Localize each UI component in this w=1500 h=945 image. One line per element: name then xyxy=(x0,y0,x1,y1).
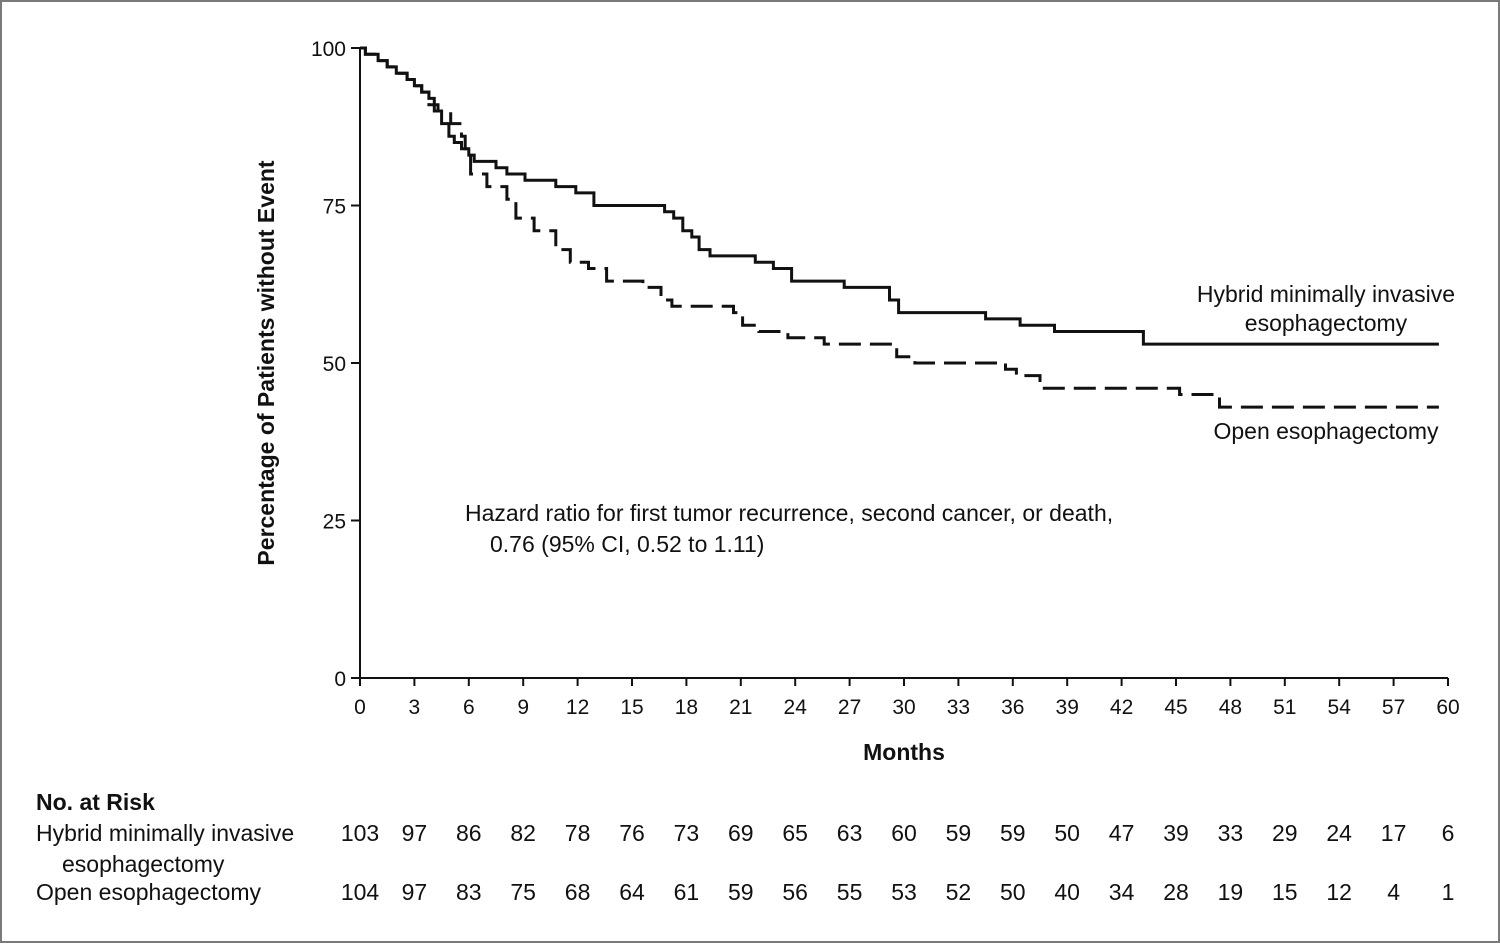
x-tick-label: 54 xyxy=(1328,696,1352,719)
risk-row-label-hybrid-line2: esophagectomy xyxy=(62,851,225,877)
risk-value: 34 xyxy=(1109,879,1135,905)
risk-value: 29 xyxy=(1272,820,1298,846)
risk-value: 103 xyxy=(341,820,379,846)
risk-value: 50 xyxy=(1000,879,1026,905)
y-tick-label: 25 xyxy=(323,511,346,534)
risk-value: 28 xyxy=(1163,879,1189,905)
x-tick-label: 9 xyxy=(517,696,529,719)
risk-value: 65 xyxy=(782,820,808,846)
x-axis-title: Months xyxy=(863,739,945,765)
risk-row-label-hybrid-line1: Hybrid minimally invasive xyxy=(36,820,294,846)
x-tick-label: 39 xyxy=(1056,696,1079,719)
risk-value: 56 xyxy=(782,879,808,905)
risk-value: 78 xyxy=(565,820,591,846)
risk-value: 82 xyxy=(510,820,536,846)
risk-value: 15 xyxy=(1272,879,1298,905)
x-tick-label: 24 xyxy=(784,696,808,719)
x-tick-label: 15 xyxy=(620,696,643,719)
risk-value: 68 xyxy=(565,879,591,905)
survival-curves xyxy=(360,46,1439,409)
risk-value: 55 xyxy=(837,879,863,905)
risk-value: 40 xyxy=(1054,879,1080,905)
risk-value: 60 xyxy=(891,820,917,846)
x-tick-label: 51 xyxy=(1273,696,1296,719)
risk-value: 50 xyxy=(1054,820,1080,846)
y-tick-label: 50 xyxy=(323,353,346,376)
risk-value: 4 xyxy=(1387,879,1400,905)
risk-value: 24 xyxy=(1326,820,1352,846)
risk-value: 97 xyxy=(402,879,428,905)
x-tick-label: 57 xyxy=(1382,696,1405,719)
risk-value: 59 xyxy=(946,820,972,846)
series-label-hybrid-line2: esophagectomy xyxy=(1245,310,1408,336)
risk-value: 64 xyxy=(619,879,645,905)
risk-value: 63 xyxy=(837,820,863,846)
x-axis-ticks: 0 3 6 9 12 15 18 21 24 27 30 33 36 39 42 45 48 51 54 57 60 xyxy=(354,678,1460,719)
x-tick-label: 45 xyxy=(1164,696,1187,719)
x-tick-label: 36 xyxy=(1001,696,1024,719)
open-curve xyxy=(360,46,1439,409)
y-tick-label: 75 xyxy=(323,196,346,219)
hazard-ratio-line1: Hazard ratio for first tumor recurrence,… xyxy=(465,500,1113,526)
x-tick-label: 12 xyxy=(566,696,589,719)
risk-value: 76 xyxy=(619,820,645,846)
y-tick-label: 100 xyxy=(311,38,346,61)
x-tick-label: 3 xyxy=(409,696,421,719)
x-tick-label: 27 xyxy=(838,696,861,719)
risk-value: 1 xyxy=(1442,879,1455,905)
hazard-ratio-line2: 0.76 (95% CI, 0.52 to 1.11) xyxy=(490,531,764,557)
risk-value: 61 xyxy=(674,879,700,905)
risk-value: 97 xyxy=(402,820,428,846)
x-tick-label: 33 xyxy=(947,696,970,719)
risk-value: 104 xyxy=(341,879,380,905)
risk-value: 39 xyxy=(1163,820,1189,846)
x-tick-label: 30 xyxy=(892,696,915,719)
y-axis-title: Percentage of Patients without Event xyxy=(253,160,279,565)
series-label-open: Open esophagectomy xyxy=(1213,418,1439,444)
risk-value: 33 xyxy=(1218,820,1244,846)
risk-value: 52 xyxy=(946,879,972,905)
x-tick-label: 48 xyxy=(1219,696,1242,719)
risk-row-label-open: Open esophagectomy xyxy=(36,879,262,905)
y-axis-ticks: 0 25 50 75 100 xyxy=(311,38,360,691)
x-tick-label: 18 xyxy=(675,696,698,719)
x-tick-label: 21 xyxy=(729,696,752,719)
risk-value: 53 xyxy=(891,879,917,905)
risk-value: 73 xyxy=(674,820,700,846)
risk-row-hybrid-values: 103 97 86 82 78 76 73 69 65 63 60 59 59 50 47 39 33 29 24 1… xyxy=(341,820,1455,846)
x-tick-label: 0 xyxy=(354,696,366,719)
x-tick-label: 6 xyxy=(463,696,475,719)
series-label-hybrid-line1: Hybrid minimally invasive xyxy=(1197,281,1455,307)
y-tick-label: 0 xyxy=(334,668,346,691)
risk-value: 47 xyxy=(1109,820,1135,846)
risk-value: 59 xyxy=(1000,820,1026,846)
risk-value: 75 xyxy=(510,879,536,905)
x-tick-label: 42 xyxy=(1110,696,1133,719)
risk-value: 17 xyxy=(1381,820,1407,846)
risk-table-title: No. at Risk xyxy=(36,789,155,815)
risk-value: 69 xyxy=(728,820,754,846)
risk-value: 12 xyxy=(1326,879,1352,905)
risk-value: 6 xyxy=(1442,820,1455,846)
risk-value: 86 xyxy=(456,820,482,846)
x-tick-label: 60 xyxy=(1436,696,1459,719)
risk-value: 83 xyxy=(456,879,482,905)
risk-value: 59 xyxy=(728,879,754,905)
risk-row-open-values: 104 97 83 75 68 64 61 59 56 55 53 52 50 40 34 28 19 15 12 4… xyxy=(341,879,1455,905)
risk-value: 19 xyxy=(1218,879,1244,905)
